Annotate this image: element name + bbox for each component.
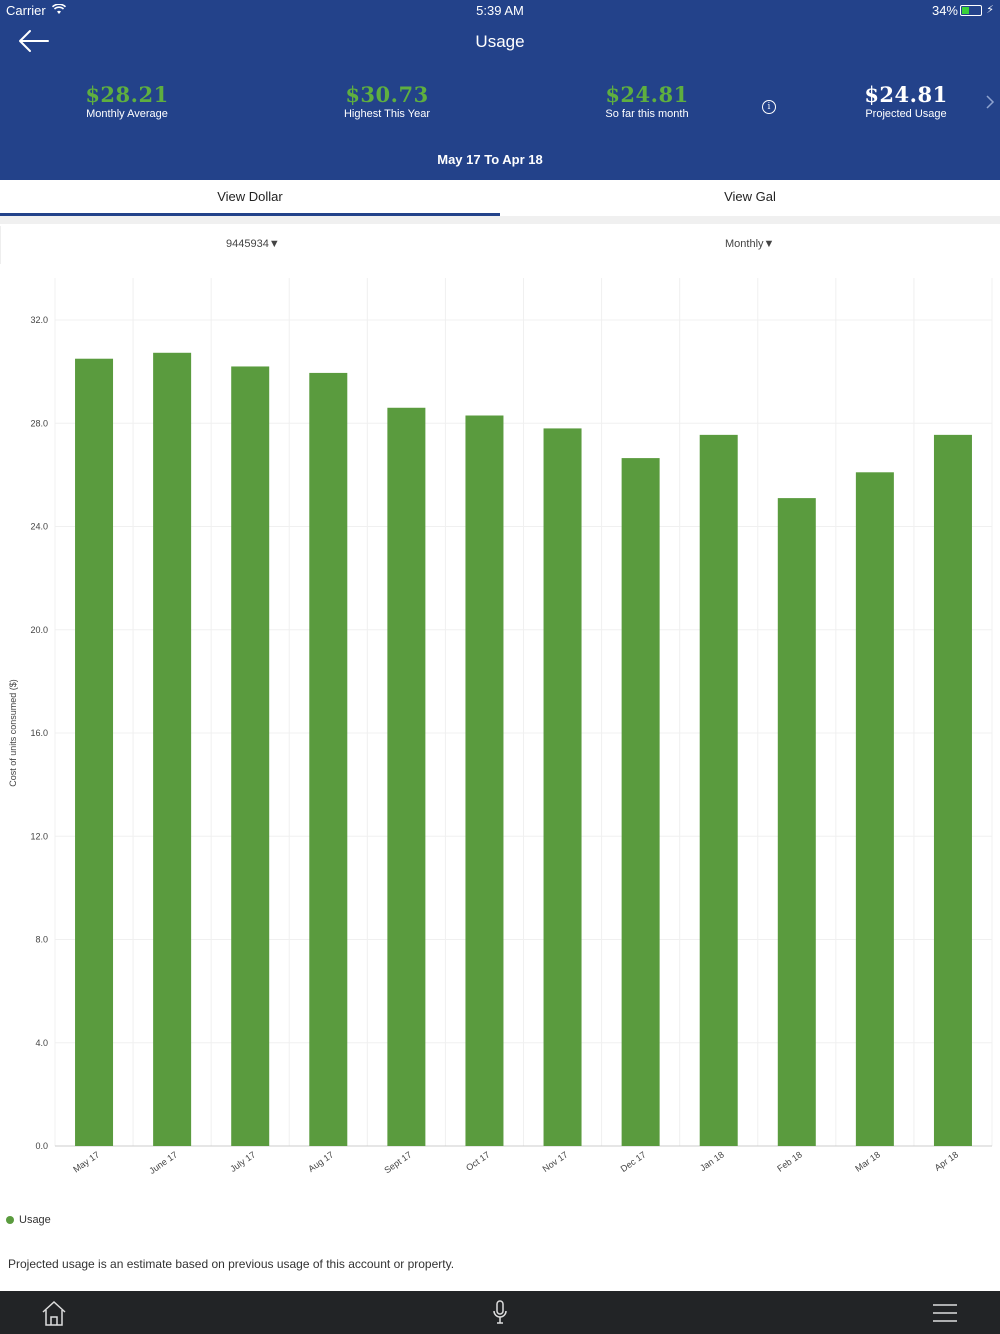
- projected-usage-stat: $24.81 Projected Usage: [806, 82, 1000, 120]
- tab-view-dollar[interactable]: View Dollar: [0, 180, 500, 216]
- stat-label: Highest This Year: [343, 108, 431, 120]
- bar-july-17: [231, 366, 270, 1146]
- x-tick-label: Feb 18: [775, 1149, 804, 1173]
- date-range: May 17 To Apr 18: [437, 152, 543, 167]
- highest-this-year-stat: $30.73 Highest This Year: [287, 82, 487, 120]
- y-tick-label: 24.0: [30, 522, 48, 532]
- account-dropdown[interactable]: 9445934▼: [226, 238, 280, 250]
- filter-bar: 9445934▼ Monthly▼: [0, 226, 1000, 264]
- stat-label: Monthly Average: [86, 108, 168, 120]
- y-tick-label: 12.0: [30, 831, 48, 841]
- bar-apr-18: [933, 434, 972, 1147]
- x-tick-label: Oct 17: [464, 1149, 491, 1172]
- stat-amount: $28.21: [85, 82, 169, 107]
- battery-percent: 34%: [931, 3, 958, 18]
- view-tabs: View Dollar View Gal: [0, 180, 1000, 216]
- chart-legend: Usage: [6, 1214, 51, 1226]
- divider: [0, 216, 1000, 224]
- x-tick-label: Jan 18: [698, 1149, 726, 1173]
- legend-swatch: [6, 1216, 14, 1225]
- stat-amount: $24.81: [605, 82, 689, 107]
- bar-june-17: [153, 352, 192, 1146]
- y-tick-label: 32.0: [30, 315, 48, 325]
- back-arrow-icon[interactable]: [16, 28, 56, 54]
- usage-chart: 0.0 4.0 8.0 12.0 16.0 20.0 24.0 28.0 32.0 Cost of…: [0, 270, 1000, 1200]
- usage-bar-chart: 0.0 4.0 8.0 12.0 16.0 20.0 24.0 28.0 32.0 Cost of…: [8, 278, 993, 1176]
- home-icon[interactable]: [40, 1299, 68, 1327]
- bar-mar-18: [855, 472, 894, 1146]
- chevron-right-icon[interactable]: [984, 94, 996, 110]
- bottom-tab-bar: [0, 1291, 1000, 1334]
- bar-dec-17: [621, 458, 660, 1146]
- y-axis-label: Cost of units consumed ($): [8, 679, 18, 787]
- bar-feb-18: [777, 498, 816, 1146]
- period-dropdown[interactable]: Monthly▼: [725, 238, 775, 250]
- x-tick-label: May 17: [71, 1149, 101, 1174]
- status-bar: Carrier 5:39 AM 34% ⚡: [0, 0, 1000, 22]
- stat-amount: $24.81: [864, 82, 948, 107]
- y-tick-label: 4.0: [35, 1038, 48, 1048]
- x-tick-label: Sept 17: [382, 1149, 413, 1175]
- bar-may-17: [75, 358, 114, 1146]
- clock: 5:39 AM: [476, 3, 524, 18]
- battery-icon: [960, 5, 982, 16]
- x-tick-label: Apr 18: [933, 1149, 960, 1172]
- y-tick-label: 20.0: [30, 625, 48, 635]
- carrier-label: Carrier: [6, 3, 46, 18]
- page-title: Usage: [475, 32, 525, 51]
- stat-label: So far this month: [605, 108, 689, 120]
- charging-icon: ⚡: [986, 4, 994, 16]
- stat-amount: $30.73: [345, 82, 429, 107]
- so-far-this-month-stat: $24.81 So far this month: [547, 82, 747, 120]
- y-tick-label: 16.0: [30, 728, 48, 738]
- microphone-icon[interactable]: [490, 1299, 510, 1327]
- y-tick-label: 8.0: [35, 935, 48, 945]
- tab-view-gal[interactable]: View Gal: [724, 189, 776, 204]
- usage-header: Carrier 5:39 AM 34% ⚡ Usage $28.21 Month…: [0, 0, 1000, 180]
- bar-aug-17: [309, 372, 348, 1146]
- y-tick-label: 0.0: [35, 1141, 48, 1151]
- x-tick-label: Nov 17: [541, 1149, 570, 1174]
- y-tick-label: 28.0: [30, 418, 48, 428]
- bar-jan-18: [699, 434, 738, 1147]
- bar-sept-17: [387, 407, 426, 1146]
- x-tick-label: June 17: [147, 1149, 179, 1176]
- projection-note: Projected usage is an estimate based on …: [8, 1257, 455, 1271]
- x-tick-label: Mar 18: [853, 1149, 882, 1173]
- legend-label: Usage: [19, 1214, 51, 1227]
- wifi-icon: [52, 4, 66, 14]
- monthly-average-stat: $28.21 Monthly Average: [27, 82, 227, 120]
- x-tick-label: Aug 17: [306, 1149, 335, 1174]
- x-tick-label: July 17: [228, 1149, 257, 1174]
- stat-label: Projected Usage: [865, 108, 947, 120]
- info-icon[interactable]: i: [762, 100, 776, 114]
- menu-icon[interactable]: [932, 1303, 958, 1323]
- bar-oct-17: [465, 415, 504, 1147]
- bar-nov-17: [543, 428, 582, 1147]
- x-tick-label: Dec 17: [619, 1149, 648, 1174]
